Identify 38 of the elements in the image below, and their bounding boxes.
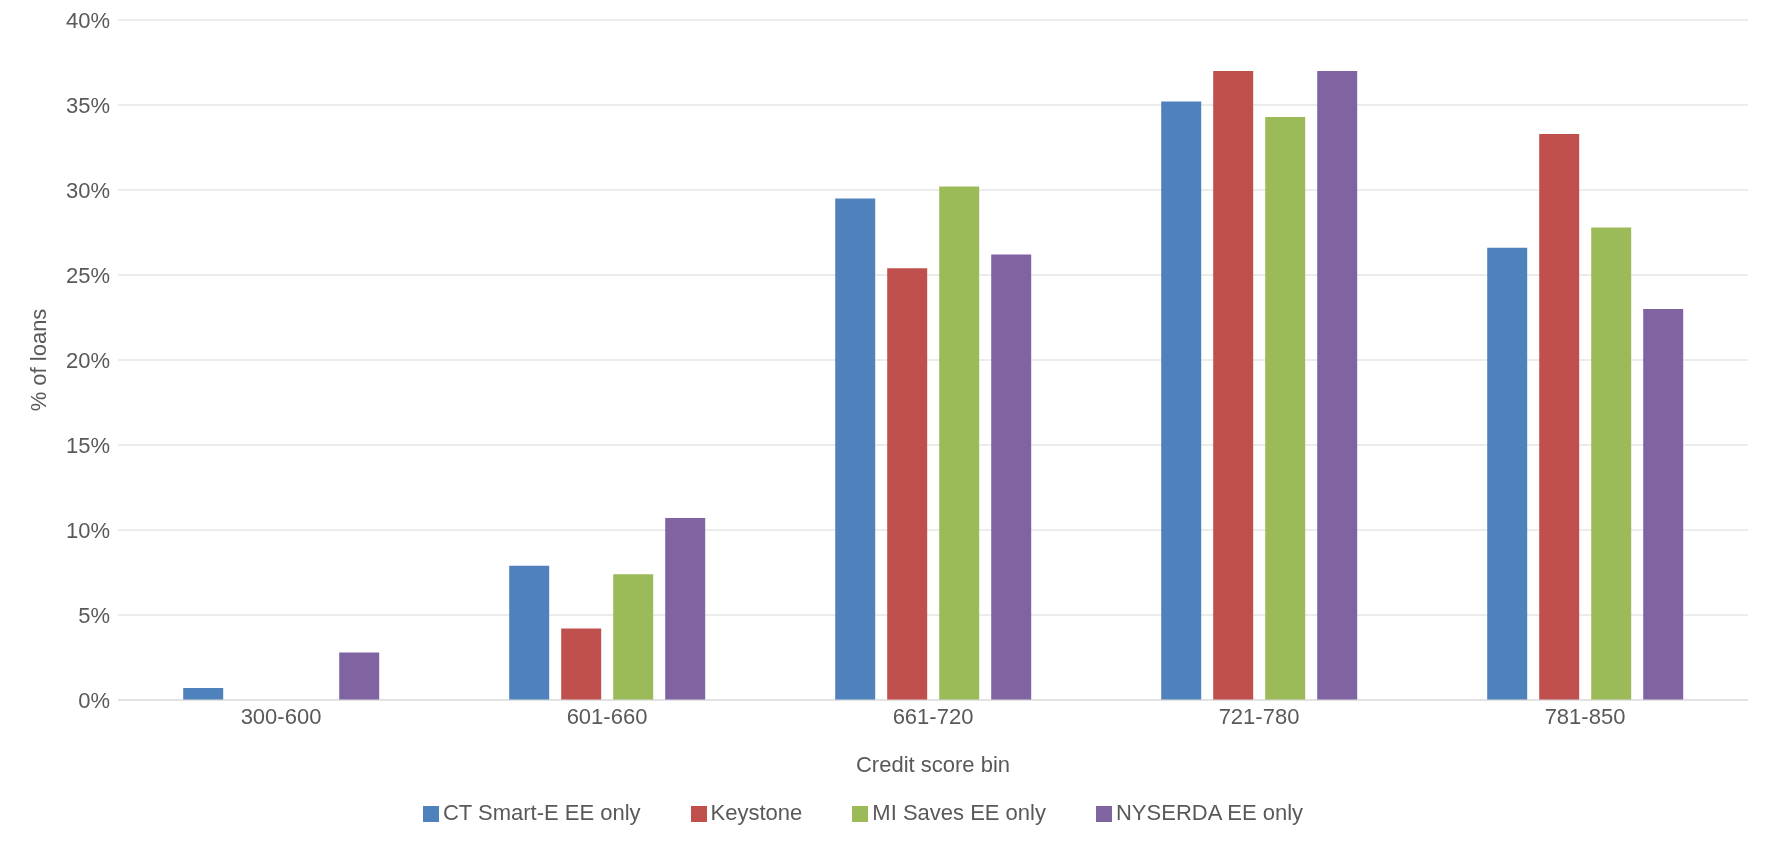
x-tick-label: 781-850 xyxy=(1544,703,1626,729)
x-tick-label: 721-780 xyxy=(1218,703,1300,729)
x-tick-label: 661-720 xyxy=(892,703,974,729)
bar xyxy=(613,574,654,700)
bar xyxy=(665,518,706,700)
bar xyxy=(991,254,1032,700)
x-tick-label: 300-600 xyxy=(240,703,322,729)
bar xyxy=(1161,101,1202,700)
x-axis-title: Credit score bin xyxy=(855,752,1011,777)
bar xyxy=(509,565,550,700)
bar xyxy=(561,628,602,700)
y-tick-label: 0% xyxy=(78,687,110,713)
y-tick-label: 10% xyxy=(65,517,110,543)
bar xyxy=(1539,133,1580,700)
bar xyxy=(1487,247,1528,700)
y-tick-label: 5% xyxy=(78,602,110,628)
legend-label: MI Saves EE only xyxy=(872,800,1046,825)
bar xyxy=(1265,116,1306,700)
y-tick-label: 35% xyxy=(65,92,110,118)
legend-label: NYSERDA EE only xyxy=(1115,800,1304,825)
y-tick-label: 25% xyxy=(65,262,110,288)
x-tick-label: 601-660 xyxy=(566,703,648,729)
bar xyxy=(835,198,876,700)
y-tick-label: 30% xyxy=(65,177,110,203)
bar xyxy=(939,186,980,700)
y-tick-label: 15% xyxy=(65,432,110,458)
bar xyxy=(339,652,380,700)
legend-label: CT Smart-E EE only xyxy=(442,800,641,825)
bar xyxy=(1317,71,1358,700)
y-axis-title: % of loans xyxy=(25,308,51,412)
bar xyxy=(183,688,224,700)
legend-label: Keystone xyxy=(710,800,803,825)
y-tick-label: 40% xyxy=(65,7,110,33)
y-tick-label: 20% xyxy=(65,347,110,373)
bar xyxy=(1643,309,1684,700)
bar xyxy=(1213,71,1254,700)
bar xyxy=(1591,227,1632,700)
bar xyxy=(887,268,928,700)
